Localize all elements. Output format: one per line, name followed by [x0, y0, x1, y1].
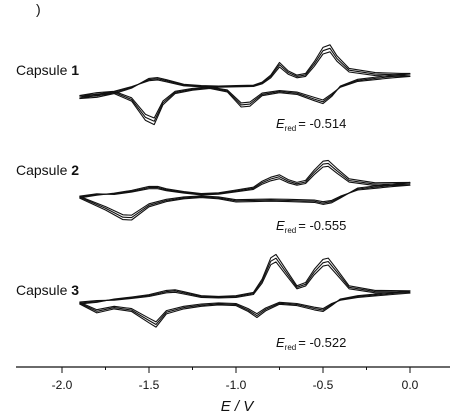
x-tick-label: -0.5	[313, 378, 334, 392]
x-tick-label: -1.5	[139, 378, 160, 392]
ered-annotation-capsule-3: Ered = -0.522	[276, 335, 346, 352]
cv-trace-capsule-2-cycle-1	[79, 159, 411, 221]
cv-traces	[79, 44, 411, 328]
ered-annotation-capsule-1: Ered = -0.514	[276, 116, 346, 133]
x-axis-title: E / V	[221, 398, 256, 415]
cv-trace-capsule-2-cycle-3	[79, 165, 411, 216]
series-label-capsule-2: Capsule 2	[16, 162, 79, 178]
cv-trace-capsule-3-cycle-3	[79, 261, 411, 323]
cv-trace-capsule-1-cycle-1	[79, 44, 411, 126]
cv-trace-capsule-3-cycle-1	[79, 253, 411, 328]
panel-marker: )	[36, 1, 41, 17]
x-tick-label: 0.0	[402, 378, 419, 392]
cv-trace-capsule-3-cycle-2	[79, 257, 411, 326]
series-label-capsule-1: Capsule 1	[16, 62, 79, 78]
x-tick-label: -2.0	[52, 378, 73, 392]
cv-trace-capsule-1-cycle-2	[79, 47, 411, 122]
series-label-capsule-3: Capsule 3	[16, 282, 79, 298]
x-axis-ticks: -2.0 -1.5 -1.0 -0.5 0.0	[52, 367, 419, 392]
x-tick-label: -1.0	[226, 378, 247, 392]
ered-annotation-capsule-2: Ered = -0.555	[276, 218, 346, 235]
cv-trace-capsule-1-cycle-3	[79, 51, 411, 119]
cv-trace-capsule-2-cycle-2	[79, 162, 411, 219]
